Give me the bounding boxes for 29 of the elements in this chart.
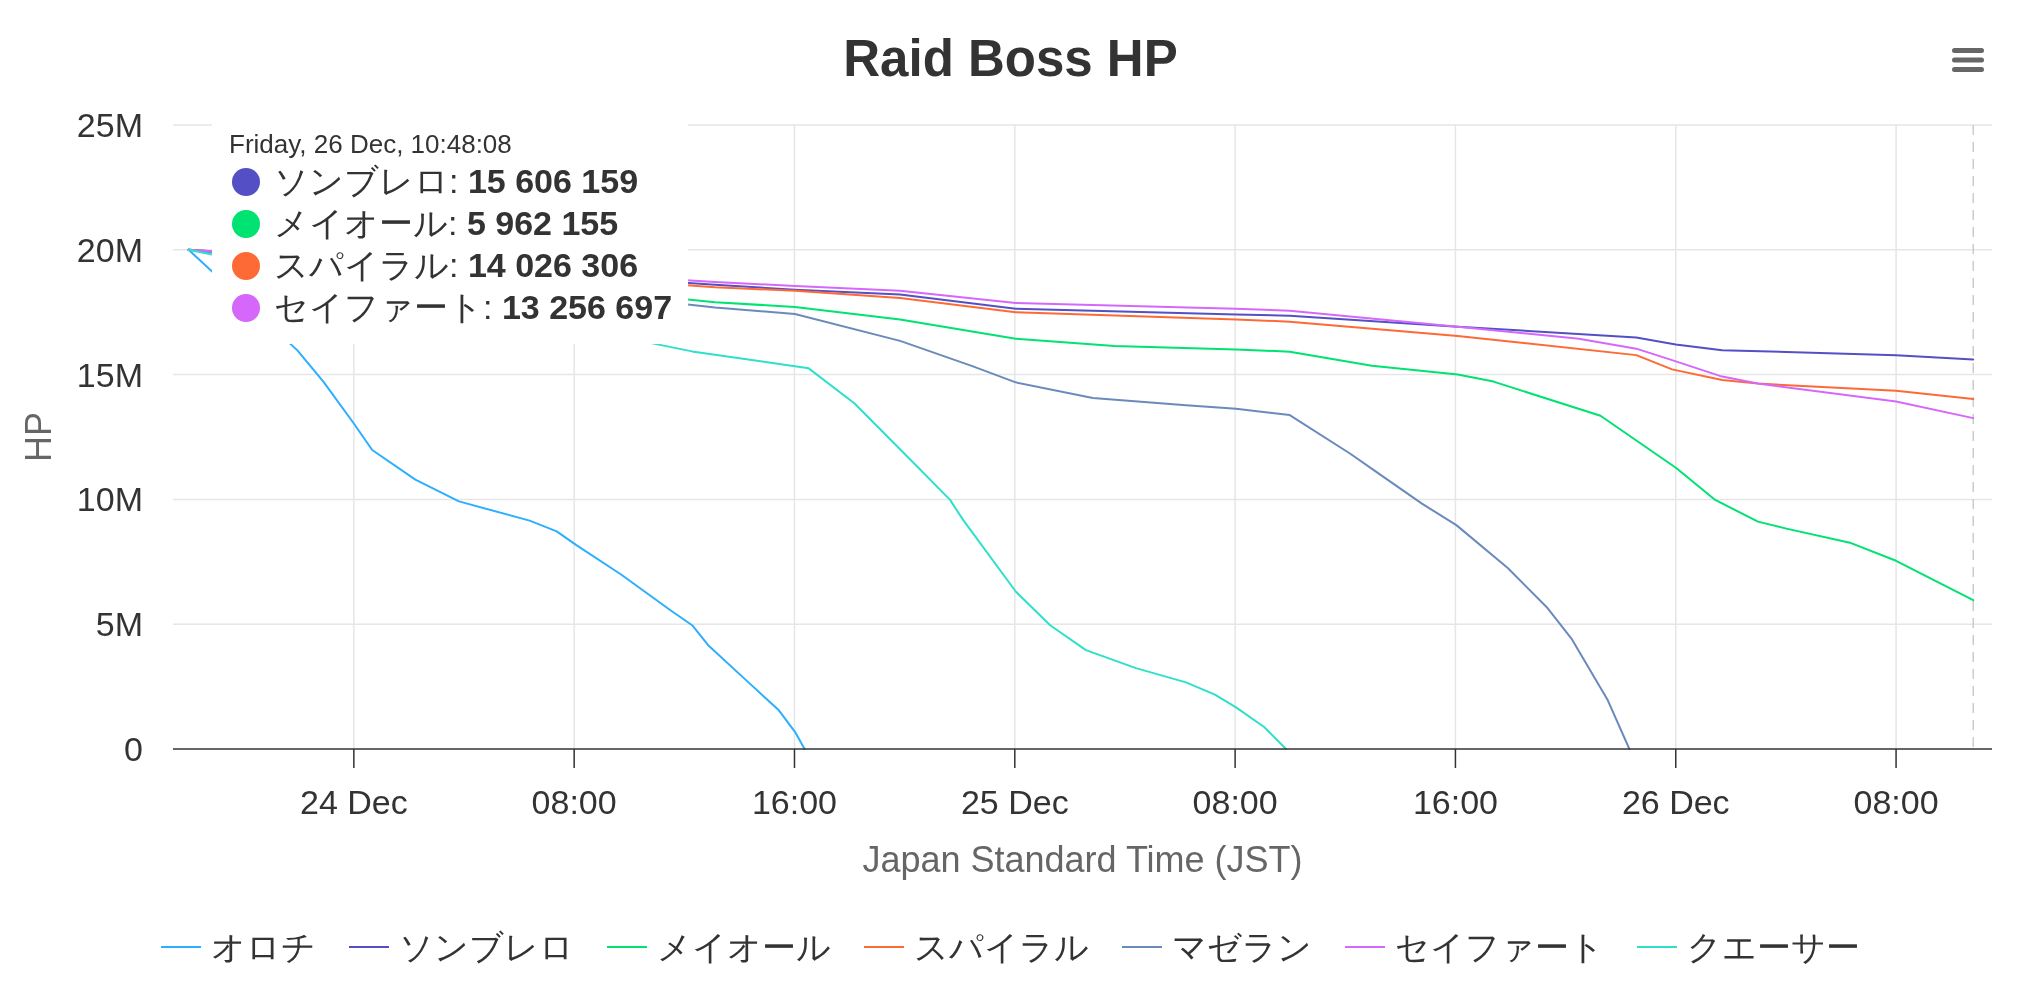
legend-label: スパイラル <box>914 928 1089 966</box>
y-axis-title: HP <box>18 412 59 462</box>
legend-label: メイオール <box>657 928 831 966</box>
y-tick-label: 25M <box>76 106 143 144</box>
title: Raid Boss HP <box>843 30 1178 87</box>
tooltip-row: メイオール: 5 962 155 <box>274 204 619 242</box>
y-tick-label: 5M <box>95 605 143 644</box>
x-tick-label: 08:00 <box>1853 783 1939 821</box>
tooltip-row: ソンブレロ: 15 606 159 <box>274 162 639 200</box>
legend-label: クエーサー <box>1687 928 1860 966</box>
tooltip-row: スパイラル: 14 026 306 <box>274 246 639 284</box>
legend-label: オロチ <box>211 928 316 966</box>
tooltip-row: セイファート: 13 256 697 <box>274 288 673 326</box>
x-axis-title: Japan Standard Time (JST) <box>862 839 1303 880</box>
y-tick-label: 15M <box>76 355 143 394</box>
y-tick-label: 10M <box>76 480 143 519</box>
x-tick-label: 24 Dec <box>300 783 408 821</box>
x-tick-label: 08:00 <box>1192 783 1278 821</box>
y-tick-label: 0 <box>124 730 143 768</box>
x-tick-label: 25 Dec <box>960 783 1069 821</box>
x-tick-label: 16:00 <box>1412 783 1498 821</box>
x-tick-label: 08:00 <box>531 783 617 821</box>
x-tick-label: 16:00 <box>751 783 838 821</box>
legend-label: セイファート <box>1395 928 1604 966</box>
legend-label: ソンブレロ <box>399 928 574 966</box>
legend-label: マゼラン <box>1172 928 1312 966</box>
y-tick-label: 20M <box>76 230 143 269</box>
x-tick-label: 26 Dec <box>1621 783 1730 821</box>
tooltip-header: Friday, 26 Dec, 10:48:08 <box>229 128 512 159</box>
